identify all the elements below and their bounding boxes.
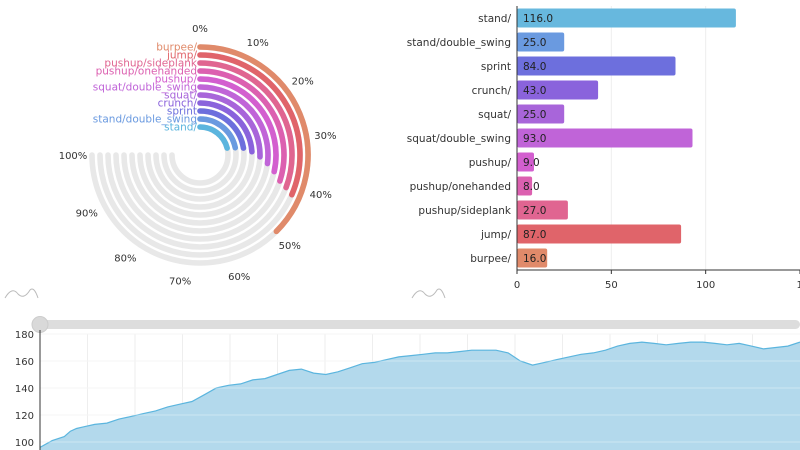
bar-category-label: stand/ <box>478 13 511 25</box>
bar-category-label: pushup/sideplank <box>418 205 511 217</box>
radial-category-label: pushup/sideplank <box>104 58 197 70</box>
radial-tick-label: 20% <box>292 76 314 87</box>
radial-category-label: jump/ <box>166 50 197 62</box>
bar-value-label: 93.0 <box>523 133 546 145</box>
radial-tick-label: 90% <box>76 209 98 220</box>
y-tick-label: 120 <box>15 411 34 422</box>
data-zoom-icon-left[interactable] <box>4 288 39 299</box>
bar <box>517 8 736 28</box>
radial-category-label: pushup/onehanded <box>96 66 197 78</box>
radial-category-label: stand/double_swing <box>93 114 197 126</box>
bar <box>517 176 533 196</box>
radial-tick-label: 60% <box>228 272 250 283</box>
bar-category-label: squat/ <box>478 109 511 121</box>
radial-tick-label: 10% <box>247 38 269 49</box>
radial-bar <box>197 84 271 167</box>
bar <box>517 248 548 268</box>
bar-value-label: 116.0 <box>523 13 553 25</box>
bar <box>517 32 565 52</box>
radial-category-label: sprint <box>167 106 197 118</box>
bar-category-label: sprint <box>481 61 511 73</box>
radial-bar <box>197 60 295 191</box>
bar <box>517 224 682 244</box>
radial-category-label: squat/double_swing <box>93 82 197 94</box>
radial-tick-label: 50% <box>279 241 301 252</box>
bar <box>517 104 565 124</box>
radial-tick-label: 30% <box>314 131 336 142</box>
bar <box>517 128 693 148</box>
y-tick-label: 140 <box>15 384 34 395</box>
radial-bar <box>197 100 255 155</box>
bar-value-label: 8.0 <box>523 181 540 193</box>
x-tick-label: 150 <box>796 280 800 291</box>
radial-bar <box>197 68 287 184</box>
data-zoom-icon-right[interactable] <box>411 288 446 299</box>
bar-category-label: burpee/ <box>470 253 511 265</box>
radial-tick-label: 100% <box>59 151 88 162</box>
area-fill <box>40 342 800 450</box>
bar-value-label: 84.0 <box>523 61 546 73</box>
bar-value-label: 43.0 <box>523 85 546 97</box>
bar-category-label: crunch/ <box>472 85 512 97</box>
radial-bar <box>197 108 247 151</box>
bar-category-label: jump/ <box>480 229 511 241</box>
radial-tick-label: 80% <box>114 254 136 265</box>
radial-category-label: burpee/ <box>156 42 197 54</box>
y-tick-label: 100 <box>15 438 34 449</box>
area-line <box>39 341 800 448</box>
bar <box>517 56 676 76</box>
radial-bar-chart: stand/stand/double_swingsprintcrunch/squ… <box>59 24 337 287</box>
bar-value-label: 16.0 <box>523 253 546 265</box>
bar <box>517 80 599 100</box>
y-tick-label: 160 <box>15 357 34 368</box>
zoom-slider[interactable] <box>31 316 800 333</box>
radial-bar <box>197 116 239 151</box>
radial-tick-label: 0% <box>192 24 208 35</box>
x-tick-label: 50 <box>605 280 618 291</box>
x-tick-label: 100 <box>696 280 715 291</box>
bar-value-label: 25.0 <box>523 37 546 49</box>
bar-value-label: 27.0 <box>523 205 546 217</box>
bar-category-label: squat/double_swing <box>407 133 511 145</box>
radial-category-label: squat/ <box>164 90 197 102</box>
radial-bar <box>197 52 303 198</box>
horizontal-bar-chart: stand/116.0 stand/double_swing 25.0 sprint 8… <box>407 6 800 291</box>
radial-tick-label: 40% <box>310 190 332 201</box>
bar-category-label: stand/double_swing <box>407 37 511 49</box>
bar-value-label: 9.0 <box>523 157 540 169</box>
bar <box>517 152 534 172</box>
radial-bar <box>197 92 263 160</box>
bar-value-label: 25.0 <box>523 109 546 121</box>
y-tick-label: 180 <box>15 330 34 341</box>
radial-bar <box>197 124 230 151</box>
radial-category-label: crunch/ <box>158 98 198 110</box>
bar-category-label: pushup/ <box>469 157 512 169</box>
radial-bar <box>197 76 279 175</box>
bar-value-label: 87.0 <box>523 229 546 241</box>
radial-bar <box>197 44 311 235</box>
bar-category-label: pushup/onehanded <box>410 181 511 193</box>
x-tick-label: 0 <box>514 280 520 291</box>
radial-tick-label: 70% <box>169 276 191 287</box>
zoom-slider-track[interactable] <box>40 320 800 329</box>
area-chart: 100 120 140 160 180 <box>15 330 800 450</box>
radial-category-label: pushup/ <box>155 74 198 86</box>
bar <box>517 200 568 220</box>
radial-category-label: stand/ <box>164 122 197 134</box>
